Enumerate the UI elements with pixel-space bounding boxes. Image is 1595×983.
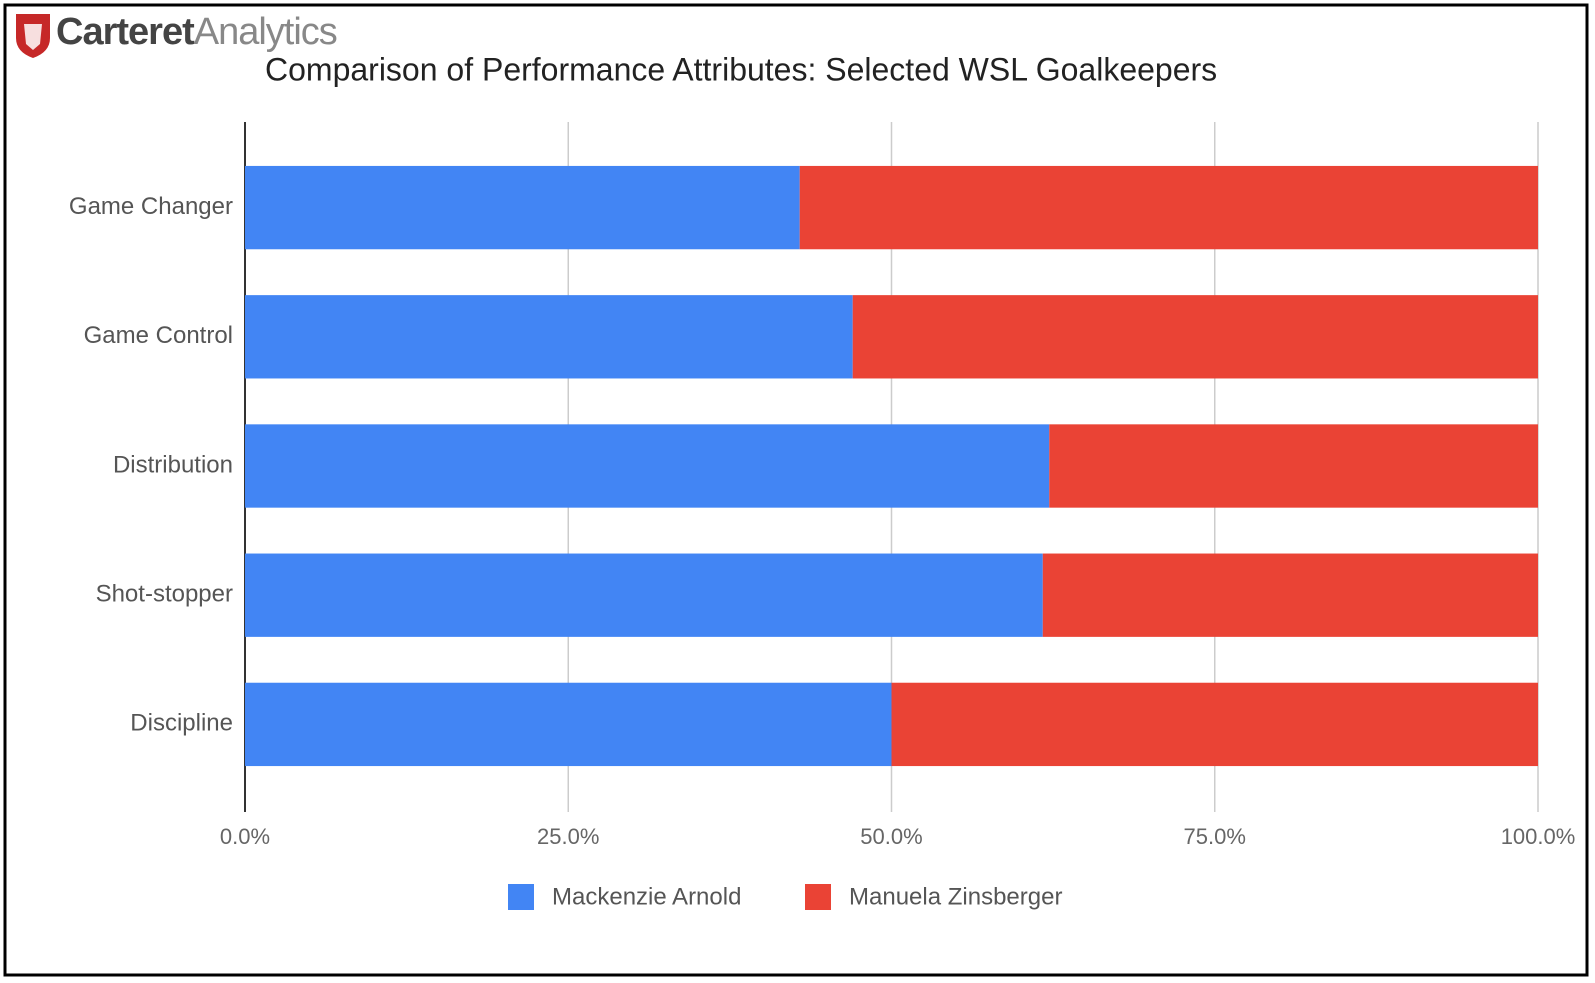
chart-title: Comparison of Performance Attributes: Se… [265, 51, 1217, 87]
bar-segment [245, 682, 892, 767]
y-tick-label: Discipline [130, 710, 233, 737]
legend-label: Mackenzie Arnold [552, 883, 741, 910]
x-tick-label: 100.0% [1501, 824, 1576, 849]
bar-segment [891, 682, 1538, 767]
x-tick-label: 25.0% [537, 824, 599, 849]
bar-segment [852, 295, 1538, 379]
y-tick-label: Distribution [113, 451, 233, 478]
legend-label: Manuela Zinsberger [849, 883, 1062, 910]
bar-segment [799, 165, 1538, 250]
bar-segment [245, 553, 1043, 637]
bar-segment [245, 295, 853, 379]
x-tick-label: 0.0% [220, 824, 270, 849]
bar-segment [1049, 424, 1538, 508]
y-tick-label: Game Control [84, 322, 233, 349]
y-tick-label: Shot-stopper [96, 581, 233, 608]
logo-light: Analytics [194, 11, 337, 53]
logo-bold: Carteret [56, 11, 195, 53]
bar-segment [245, 165, 800, 250]
logo: CarteretAnalytics [56, 11, 337, 53]
legend-swatch [805, 884, 831, 910]
legend-swatch [508, 884, 534, 910]
logo-shield [16, 14, 50, 58]
x-tick-label: 50.0% [860, 824, 922, 849]
x-tick-label: 75.0% [1184, 824, 1246, 849]
y-tick-label: Game Changer [69, 193, 233, 220]
bar-segment [1042, 553, 1538, 637]
bar-segment [245, 424, 1050, 508]
